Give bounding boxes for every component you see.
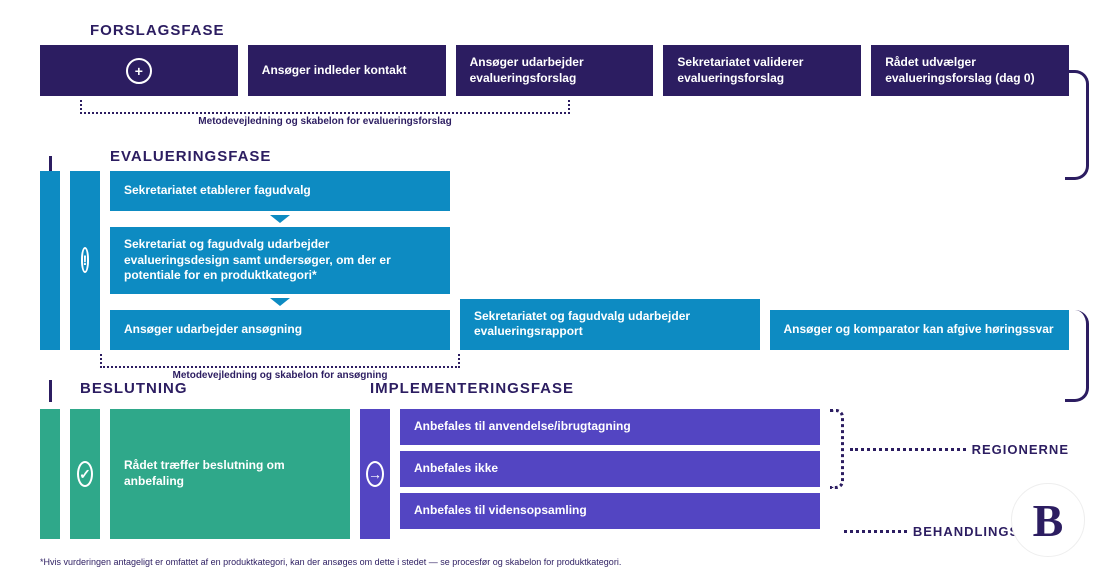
tri-down-2: [270, 298, 290, 306]
p2-tail-2: Ansøger og komparator kan afgive hørings…: [770, 310, 1070, 350]
phase2-title: EVALUERINGSFASE: [110, 148, 1069, 165]
phase2-bracket: [100, 354, 460, 368]
p2-tail-1: Sekretariatet og fagudvalg udarbejder ev…: [460, 299, 760, 350]
phase2-icon-col: !: [70, 171, 100, 350]
check-icon: ✓: [77, 461, 93, 487]
phase4-title: IMPLEMENTERINGSFASE: [370, 380, 574, 397]
phase1-sublabel: Metodevejledning og skabelon for evaluer…: [80, 116, 570, 127]
phase-forslagsfase: FORSLAGSFASE + Ansøger indleder kontakt …: [40, 22, 1069, 127]
phase1-bracket: [80, 100, 570, 114]
phase-evalueringsfase: EVALUERINGSFASE ! Sekretariatet etablere…: [40, 148, 1069, 381]
phase3-title: BESLUTNING: [80, 380, 360, 397]
footnote: *Hvis vurderingen antageligt er omfattet…: [40, 557, 621, 567]
p2-col-3: Ansøger udarbejder ansøgning: [110, 310, 450, 350]
arrow-icon: →: [366, 461, 384, 487]
phase2-side: [40, 171, 60, 350]
p4-box-3: Anbefales til vidensopsamling: [400, 493, 820, 529]
exclaim-icon: !: [81, 247, 90, 273]
p3-box: Rådet træffer beslutning om anbefaling: [110, 409, 350, 539]
phase3-side: [40, 409, 60, 539]
p1-box-3: Sekretariatet validerer evalueringsforsl…: [663, 45, 861, 96]
outcome-top: REGIONERNE: [972, 442, 1069, 457]
p4-box-1: Anbefales til anvendelse/ibrugtagning: [400, 409, 820, 445]
phase1-icon-col: +: [40, 45, 238, 96]
dash-top: [850, 448, 966, 451]
phase-title: FORSLAGSFASE: [90, 22, 1069, 39]
phase4-icon-col: →: [360, 409, 390, 539]
p1-box-4: Rådet udvælger evalueringsforslag (dag 0…: [871, 45, 1069, 96]
logo-b: B: [1011, 483, 1085, 557]
p1-box-1: Ansøger indleder kontakt: [248, 45, 446, 96]
phase3-icon-col: ✓: [70, 409, 100, 539]
plus-icon: +: [126, 58, 152, 84]
p2-col-2: Sekretariat og fagudvalg udarbejder eval…: [110, 227, 450, 294]
brace-top: [830, 409, 844, 489]
p2-col-1: Sekretariatet etablerer fagudvalg: [110, 171, 450, 211]
p1-box-2: Ansøger udarbejder evalueringsforslag: [456, 45, 654, 96]
dash-bottom: [844, 530, 907, 533]
phase-bottom: BESLUTNING IMPLEMENTERINGSFASE ✓ Rådet t…: [40, 380, 1069, 539]
tri-down-1: [270, 215, 290, 223]
p4-box-2: Anbefales ikke: [400, 451, 820, 487]
